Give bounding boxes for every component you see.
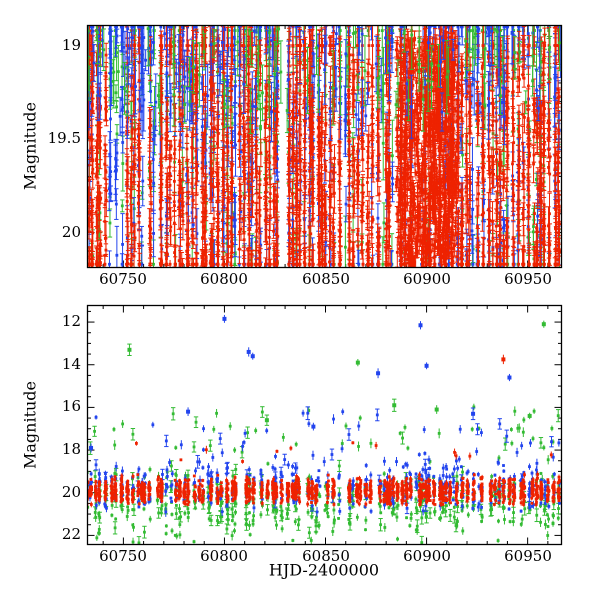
bottom-y-tick-label: 12: [61, 312, 81, 330]
top-y-tick-label: 19.5: [47, 129, 81, 147]
top-y-tick-label: 20: [61, 223, 81, 241]
top-x-tick-label: 60800: [200, 270, 248, 288]
bottom-x-tick-label: 60750: [99, 547, 147, 565]
top-x-tick-label: 60950: [504, 270, 552, 288]
bottom-y-tick-label: 20: [61, 483, 81, 501]
top-x-tick-label: 60750: [99, 270, 147, 288]
bottom-x-tick-label: 60800: [200, 547, 248, 565]
bottom-y-tick-label: 18: [61, 440, 81, 458]
bottom-x-tick-label: 60900: [403, 547, 451, 565]
bottom-x-tick-label: 60850: [302, 547, 350, 565]
bottom-x-tick-label: 60950: [504, 547, 552, 565]
bottom-y-tick-label: 14: [61, 355, 81, 373]
top-x-tick-label: 60900: [403, 270, 451, 288]
top-y-tick-label: 19: [61, 36, 81, 54]
x-axis-label: HJD-2400000: [268, 560, 380, 580]
bottom-y-tick-label: 22: [61, 525, 81, 543]
bottom-y-tick-label: 16: [61, 397, 81, 415]
top-x-tick-label: 60850: [302, 270, 350, 288]
